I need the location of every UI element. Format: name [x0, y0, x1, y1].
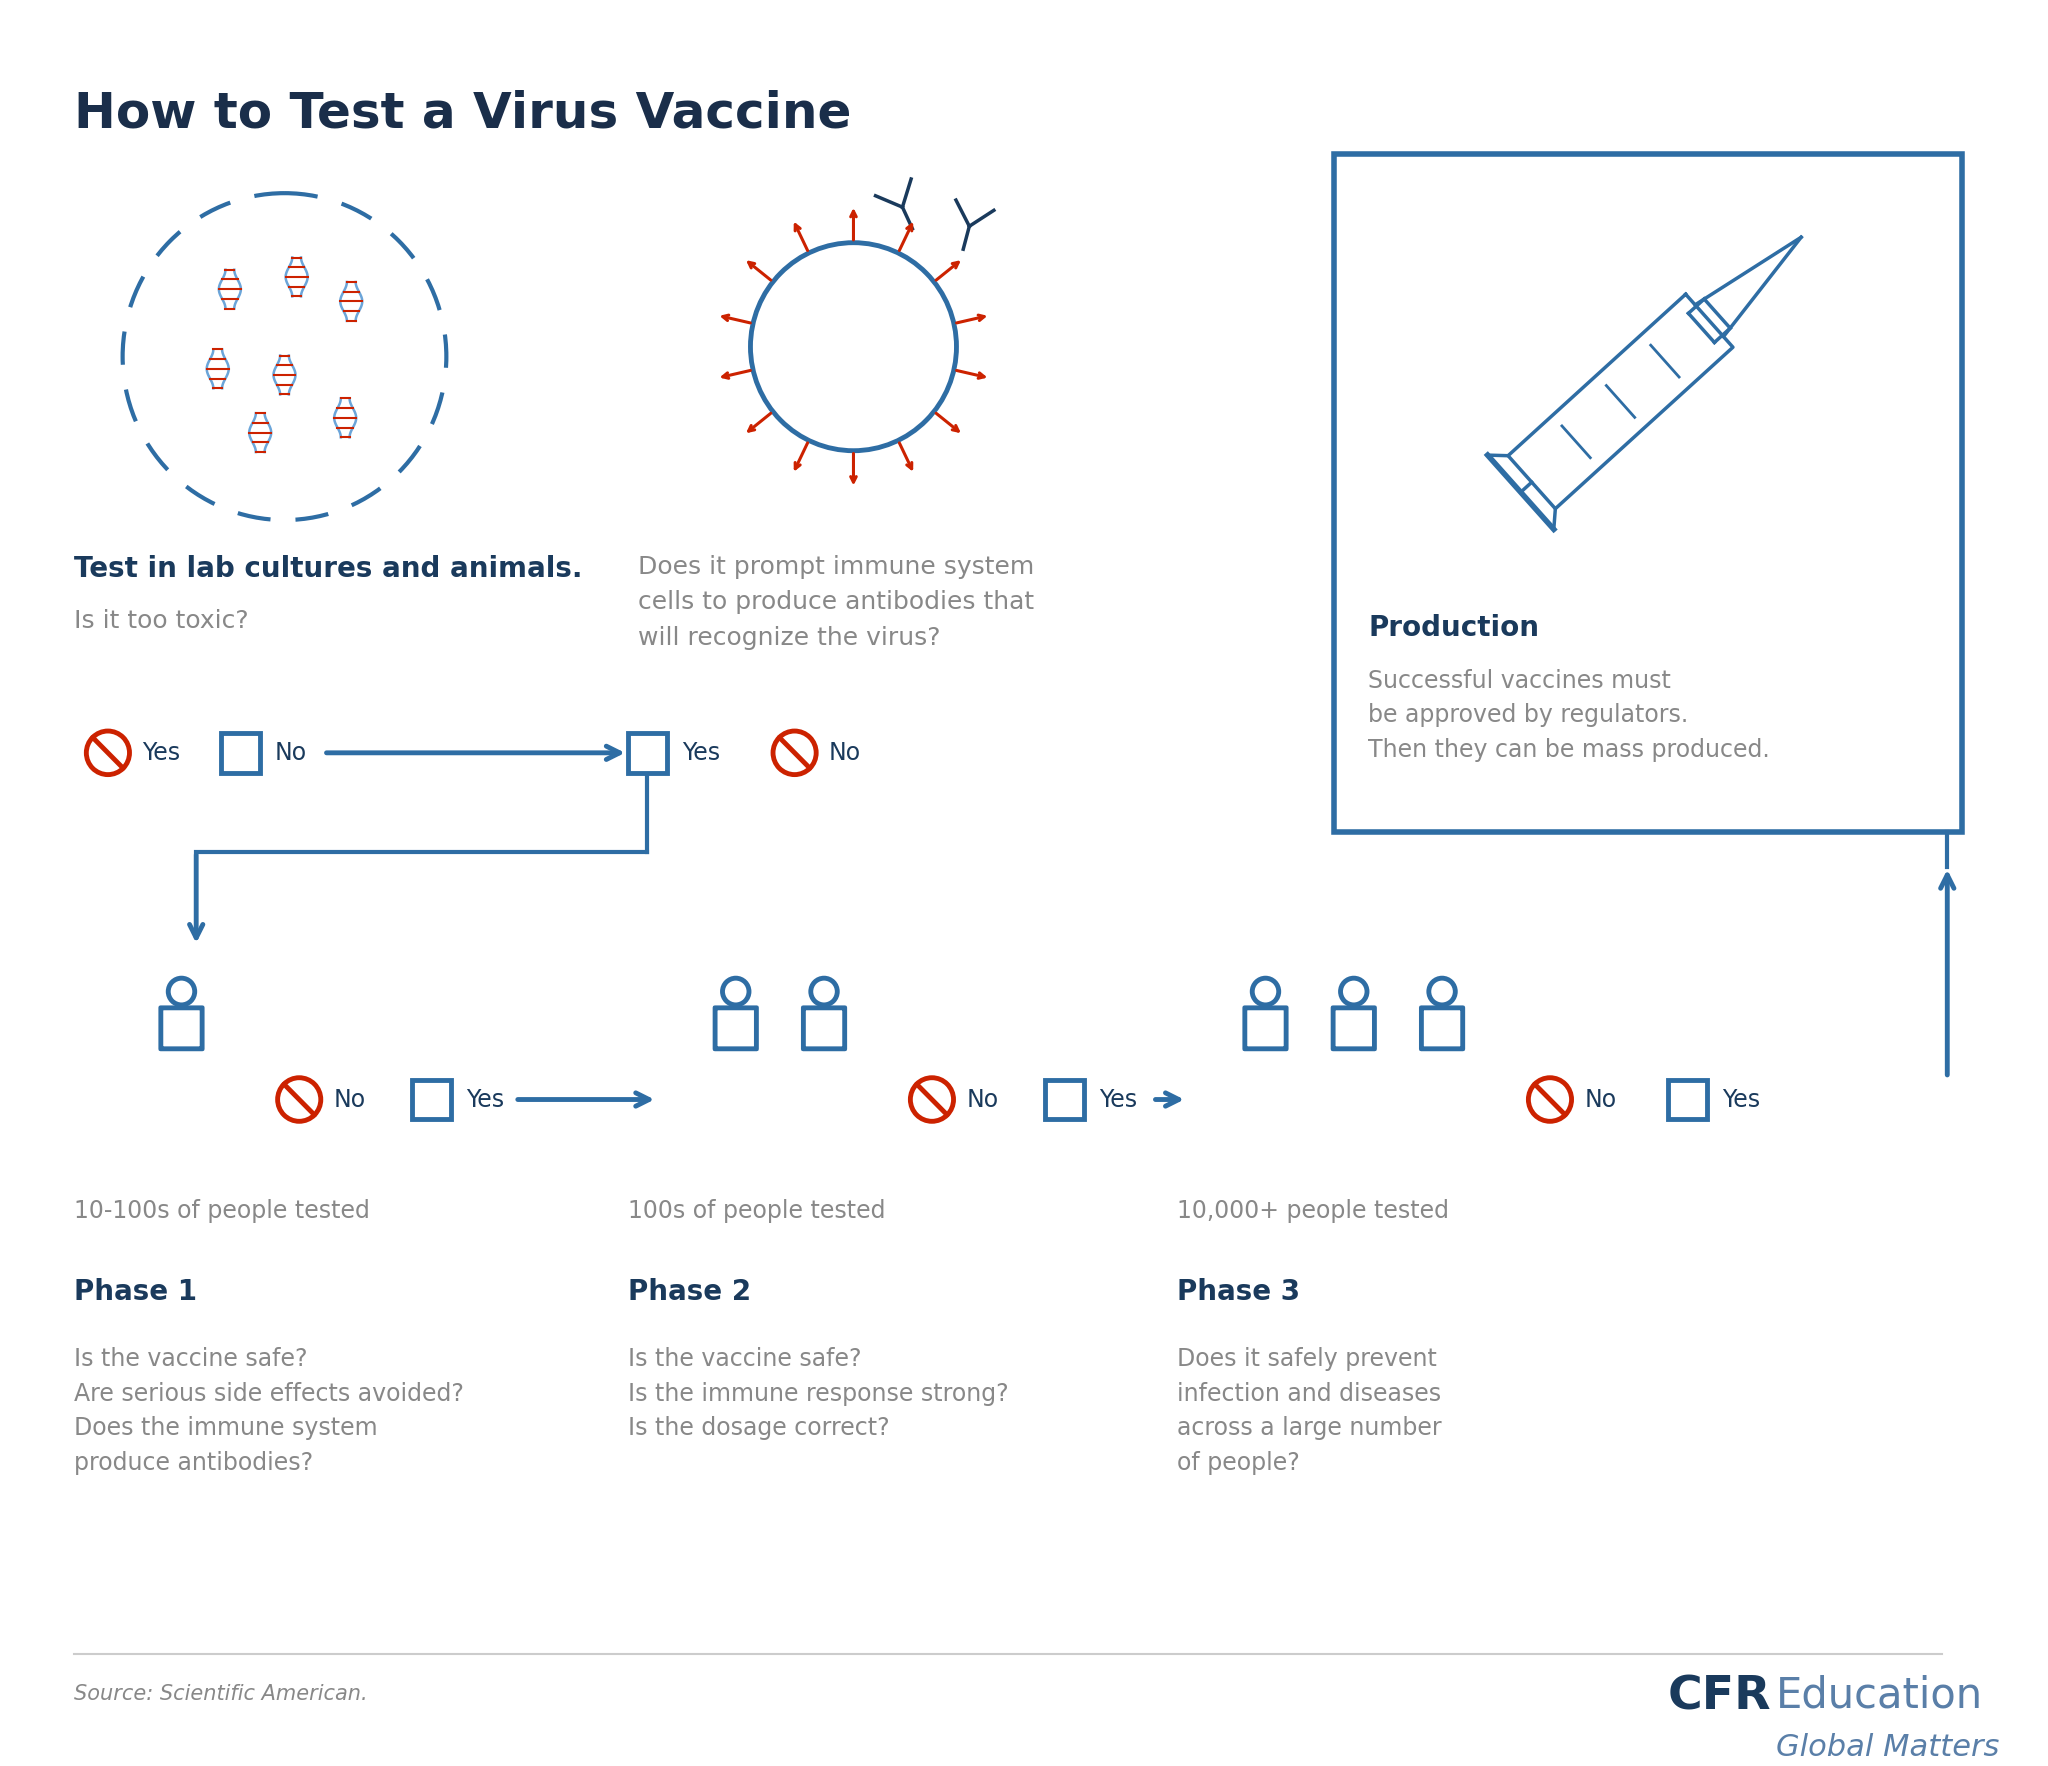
Text: Yes: Yes: [682, 740, 721, 765]
Text: Yes: Yes: [467, 1088, 504, 1111]
Text: Global Matters: Global Matters: [1776, 1734, 1999, 1762]
Text: Phase 2: Phase 2: [629, 1279, 752, 1305]
Bar: [1667, 1079, 1706, 1120]
Text: Is the vaccine safe?
Is the immune response strong?
Is the dosage correct?: Is the vaccine safe? Is the immune respo…: [629, 1347, 1008, 1439]
Text: No: No: [1585, 1088, 1616, 1111]
Text: 10-100s of people tested: 10-100s of people tested: [74, 1199, 369, 1222]
Text: Phase 1: Phase 1: [74, 1279, 197, 1305]
Text: Yes: Yes: [141, 740, 180, 765]
Text: Does it prompt immune system
cells to produce antibodies that
will recognize the: Does it prompt immune system cells to pr…: [637, 555, 1034, 650]
Bar: [221, 733, 260, 774]
Text: How to Test a Virus Vaccine: How to Test a Virus Vaccine: [74, 88, 852, 138]
Text: Test in lab cultures and animals.: Test in lab cultures and animals.: [74, 555, 582, 583]
Text: Education: Education: [1776, 1674, 1982, 1717]
Text: Successful vaccines must
be approved by regulators.
Then they can be mass produc: Successful vaccines must be approved by …: [1368, 669, 1769, 761]
Bar: [1044, 1079, 1083, 1120]
Text: CFR: CFR: [1667, 1674, 1772, 1718]
Text: Yes: Yes: [1098, 1088, 1137, 1111]
Text: No: No: [829, 740, 860, 765]
Text: Yes: Yes: [1722, 1088, 1759, 1111]
Text: Does it safely prevent
infection and diseases
across a large number
of people?: Does it safely prevent infection and dis…: [1178, 1347, 1442, 1475]
Text: 10,000+ people tested: 10,000+ people tested: [1178, 1199, 1450, 1222]
Text: Phase 3: Phase 3: [1178, 1279, 1300, 1305]
Bar: [629, 733, 668, 774]
Bar: [412, 1079, 451, 1120]
Text: Is it too toxic?: Is it too toxic?: [74, 609, 248, 634]
Text: 100s of people tested: 100s of people tested: [629, 1199, 885, 1222]
Text: Production: Production: [1368, 615, 1540, 643]
Text: Source: Scientific American.: Source: Scientific American.: [74, 1685, 367, 1704]
Text: Is the vaccine safe?
Are serious side effects avoided?
Does the immune system
pr: Is the vaccine safe? Are serious side ef…: [74, 1347, 463, 1475]
Text: No: No: [274, 740, 307, 765]
Text: No: No: [967, 1088, 999, 1111]
Text: No: No: [334, 1088, 367, 1111]
